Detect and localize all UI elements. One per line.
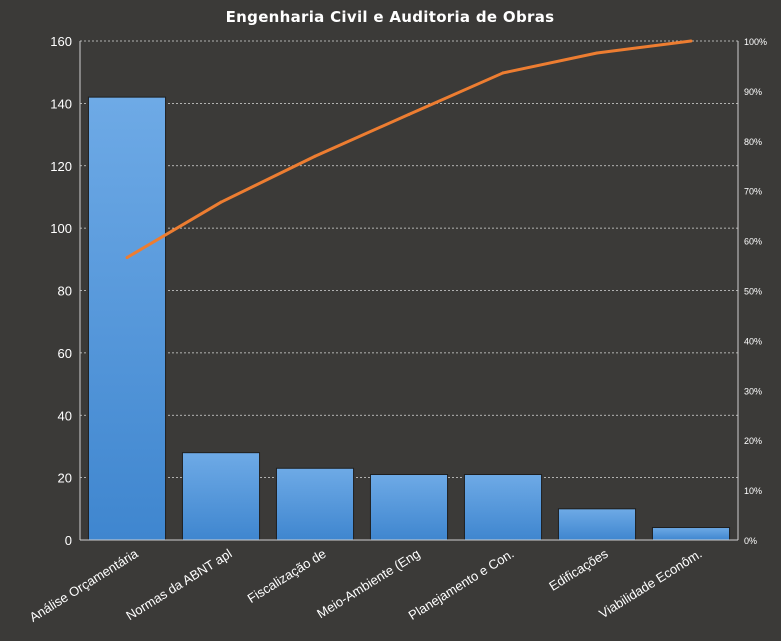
y2-tick-label: 100% (744, 37, 767, 47)
cumulative-line (125, 39, 693, 260)
bar (557, 508, 637, 541)
cumulative-point (313, 154, 317, 158)
chart-title: Engenharia Civil e Auditoria de Obras (226, 8, 555, 26)
y2-tick-label: 50% (744, 287, 762, 297)
y2-tick-label: 80% (744, 137, 762, 147)
gridlines (80, 40, 738, 479)
y-tick-label: 20 (58, 471, 72, 486)
y2-tick-label: 20% (744, 436, 762, 446)
bar (463, 474, 543, 541)
cumulative-percent-line (126, 39, 692, 259)
bar (181, 452, 261, 541)
y2-tick-label: 0% (744, 536, 757, 546)
category-label: Fiscalização de (245, 546, 329, 606)
y2-tick-label: 10% (744, 486, 762, 496)
bar (651, 527, 731, 541)
category-label: Viabilidade Econôm. (596, 546, 704, 621)
y-tick-label: 80 (58, 284, 72, 299)
cumulative-point (501, 71, 505, 75)
y-tick-label: 40 (58, 408, 72, 423)
bar (87, 96, 167, 541)
y-tick-label: 140 (50, 96, 72, 111)
y-tick-label: 100 (50, 221, 72, 236)
category-label: Planejamento e Con. (406, 546, 517, 623)
y2-tick-label: 30% (744, 386, 762, 396)
cumulative-point (689, 39, 693, 43)
cumulative-point (125, 256, 129, 260)
y-tick-label: 60 (58, 346, 72, 361)
y2-tick-label: 60% (744, 237, 762, 247)
cumulative-point (595, 51, 599, 55)
y2-tick-label: 90% (744, 87, 762, 97)
bar (275, 467, 355, 541)
y-tick-label: 160 (50, 34, 72, 49)
bar (369, 474, 449, 541)
category-label: Edificações (546, 546, 611, 594)
cumulative-point (219, 200, 223, 204)
y2-tick-label: 40% (744, 336, 762, 346)
bars (87, 96, 731, 541)
y-tick-label: 120 (50, 159, 72, 174)
category-label: Normas da ABNT apl (123, 546, 234, 623)
cumulative-point (407, 112, 411, 116)
y2-tick-label: 70% (744, 187, 762, 197)
y-tick-label: 0 (65, 533, 72, 548)
